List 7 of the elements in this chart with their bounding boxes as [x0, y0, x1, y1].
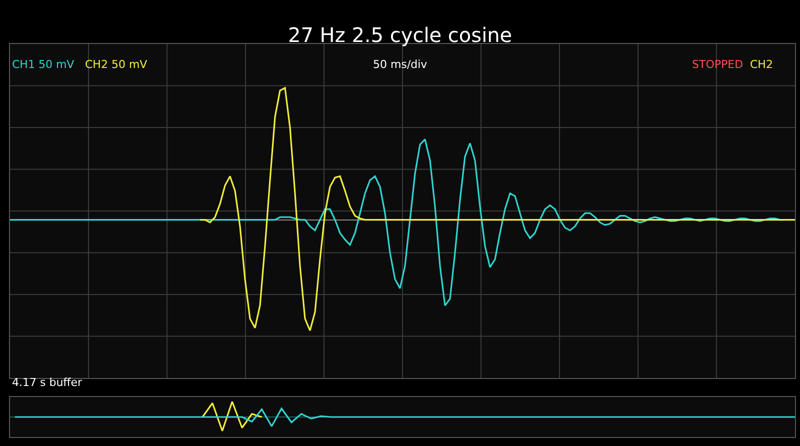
text: CH1 50 mV: [12, 58, 75, 71]
text: 4.17 s buffer: [12, 376, 83, 389]
text: CH2: [750, 58, 773, 71]
text: 50 ms/div: [373, 58, 428, 71]
chart-title: 27 Hz 2.5 cycle cosine: [288, 23, 512, 47]
text: STOPPED: [692, 58, 744, 71]
text: CH2 50 mV: [85, 58, 148, 71]
